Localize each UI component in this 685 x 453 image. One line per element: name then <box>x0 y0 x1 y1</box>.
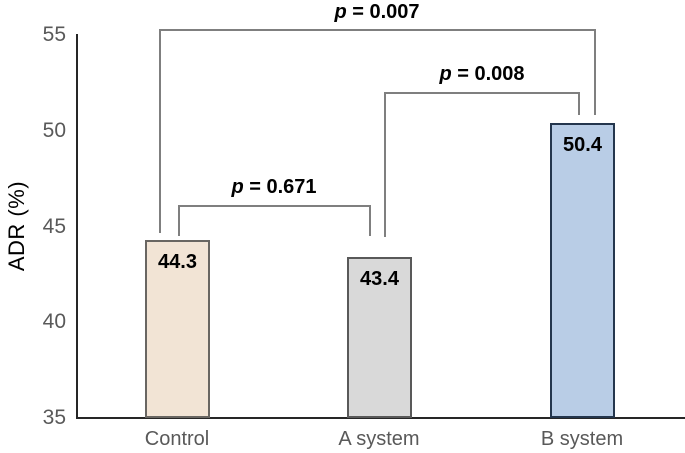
bracket-right-leg <box>594 29 596 115</box>
y-tick-label-45: 45 <box>42 214 66 238</box>
bracket-right-leg <box>369 205 371 236</box>
x-category-label-b-system: B system <box>540 428 624 450</box>
bracket-left-leg <box>384 92 386 237</box>
bar-value-a-system: 43.4 <box>360 268 399 291</box>
bracket-top-line <box>159 29 596 31</box>
y-tick-label-55: 55 <box>42 23 66 46</box>
bar-control: 44.3 <box>145 239 210 418</box>
bracket-left-leg <box>159 29 161 233</box>
x-category-label-a-system: A system <box>338 428 420 450</box>
x-axis-line <box>76 417 685 419</box>
p-symbol: p <box>231 176 244 198</box>
bracket-top-line <box>178 205 371 207</box>
bracket-top-line <box>384 92 580 94</box>
p-value-label-a-vs-b: p = 0.008 <box>372 63 592 85</box>
bar-value-b-system: 50.4 <box>563 134 602 157</box>
p-value-text: = 0.008 <box>451 63 525 85</box>
y-tick-label-40: 40 <box>42 310 66 334</box>
p-value-text: = 0.007 <box>346 1 420 23</box>
p-value-label-control-vs-a: p = 0.671 <box>164 176 384 198</box>
y-tick-label-35: 35 <box>42 406 66 429</box>
p-value-text: = 0.671 <box>243 176 317 198</box>
bar-b-system: 50.4 <box>550 123 615 418</box>
bar-value-control: 44.3 <box>158 250 197 273</box>
y-axis-line <box>76 34 78 418</box>
p-symbol: p <box>334 1 347 23</box>
bracket-right-leg <box>578 92 580 115</box>
p-value-label-control-vs-b: p = 0.007 <box>267 1 487 23</box>
bar-a-system: 43.4 <box>347 257 412 418</box>
x-category-label-control: Control <box>144 428 210 450</box>
y-tick-label-50: 50 <box>42 118 66 142</box>
p-symbol: p <box>439 63 452 85</box>
bracket-left-leg <box>178 205 180 236</box>
